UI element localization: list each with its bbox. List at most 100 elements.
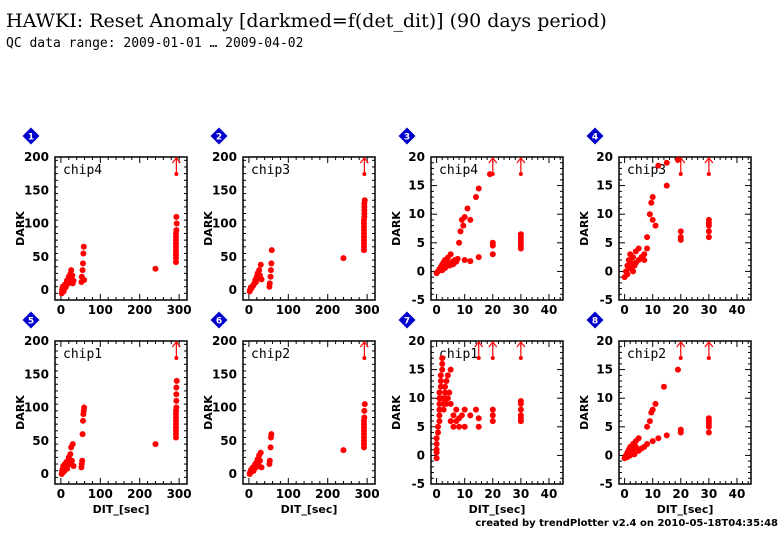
y-tick-label: 20 (408, 150, 425, 164)
y-tick-label: 10 (596, 391, 613, 405)
data-point (635, 435, 642, 442)
footer-credit: created by trendPlotter v2.4 on 2010-05-… (475, 518, 778, 529)
chart-panel-5: 0 50 100 150 200 0 100 200 300 DARK DIT_[sec] chip1… (14, 311, 192, 516)
y-tick-label: 15 (408, 363, 425, 377)
data-point (80, 243, 87, 250)
data-point (256, 267, 263, 274)
y-axis-label: DARK (390, 211, 403, 246)
data-point (173, 404, 180, 411)
data-point (79, 457, 86, 464)
data-point (267, 444, 274, 451)
y-tick-label: 150 (24, 183, 49, 197)
y-tick-label: 0 (229, 467, 237, 481)
panel-badge: 6 (210, 311, 228, 329)
x-tick-label: 100 (88, 487, 113, 501)
y-tick-label: 10 (596, 207, 613, 221)
chart-panel-8: -5 0 5 10 15 20 0 10 20 30 40 DARK DIT_[sec] chip2 8 (578, 311, 752, 516)
data-point (258, 276, 265, 283)
arrow-head (676, 341, 686, 348)
y-tick-label: -5 (412, 293, 425, 307)
arrow-head (171, 341, 181, 348)
x-tick-label: 200 (315, 487, 340, 501)
badge-diamond (210, 127, 228, 145)
data-point (467, 216, 474, 223)
y-tick-label: 20 (408, 334, 425, 348)
data-point (439, 360, 446, 367)
arrow-head (488, 341, 498, 348)
data-point (649, 216, 656, 223)
x-tick-label: 0 (57, 303, 65, 317)
data-point (646, 418, 653, 425)
x-tick-label: 200 (127, 303, 152, 317)
y-axis-label: DARK (390, 395, 403, 430)
offscale-arrow (171, 341, 181, 360)
arrow-point (476, 356, 481, 360)
y-axis-label: DARK (578, 395, 591, 430)
data-point (489, 251, 496, 258)
data-point (447, 251, 454, 258)
data-point (454, 255, 461, 262)
data-point (461, 423, 468, 430)
data-point (436, 389, 443, 396)
data-point (433, 435, 440, 442)
y-tick-label: 100 (24, 401, 49, 415)
x-tick-label: 0 (432, 487, 440, 501)
badge-diamond (210, 311, 228, 329)
data-point (489, 412, 496, 419)
data-point (70, 277, 77, 284)
x-tick-label: 200 (315, 303, 340, 317)
panel-label: chip2 (251, 347, 290, 362)
y-tick-label: 15 (408, 179, 425, 193)
data-point (447, 418, 454, 425)
data-point (652, 222, 659, 229)
data-point (79, 267, 86, 274)
data-point (461, 406, 468, 413)
panel-label: chip4 (63, 163, 102, 178)
data-point (472, 194, 479, 201)
arrow-head (474, 341, 484, 348)
data-point (460, 222, 467, 229)
data-point (152, 441, 159, 448)
page-subtitle: QC data range: 2009-01-01 … 2009-04-02 (6, 36, 303, 51)
chart-panel-1: 0 50 100 150 200 0 100 200 300 DARK chip4 1 (14, 127, 192, 317)
data-point (447, 400, 454, 407)
panel-label: chip3 (251, 163, 290, 178)
y-tick-label: 5 (605, 236, 613, 250)
badge-number: 8 (592, 317, 598, 327)
panel-label: chip4 (439, 163, 478, 178)
data-point (517, 406, 524, 413)
data-point (447, 366, 454, 373)
x-tick-label: 10 (644, 487, 661, 501)
x-tick-label: 30 (701, 303, 718, 317)
plot-frame (54, 340, 188, 485)
data-point (173, 213, 180, 220)
y-tick-label: 200 (24, 150, 49, 164)
panel-badge: 4 (586, 127, 604, 145)
x-tick-label: 300 (355, 487, 380, 501)
data-point (433, 446, 440, 453)
data-point (677, 234, 684, 241)
arrow-head (171, 157, 181, 164)
offscale-arrow (676, 341, 686, 360)
data-point (677, 426, 684, 433)
data-point (79, 417, 86, 424)
data-point (439, 366, 446, 373)
data-point (705, 228, 712, 235)
y-axis-label: DARK (14, 395, 27, 430)
data-point (68, 457, 75, 464)
data-point (79, 260, 86, 267)
y-tick-label: 100 (212, 217, 237, 231)
y-axis-label: DARK (202, 211, 215, 246)
data-point (461, 256, 468, 263)
data-point (674, 156, 681, 163)
data-point (456, 239, 463, 246)
data-point (444, 395, 451, 402)
y-tick-label: 5 (417, 420, 425, 434)
data-point (660, 383, 667, 390)
data-point (436, 412, 443, 419)
y-tick-label: 0 (41, 283, 49, 297)
data-point (453, 406, 460, 413)
arrow-point (706, 356, 711, 360)
y-tick-label: 5 (417, 236, 425, 250)
